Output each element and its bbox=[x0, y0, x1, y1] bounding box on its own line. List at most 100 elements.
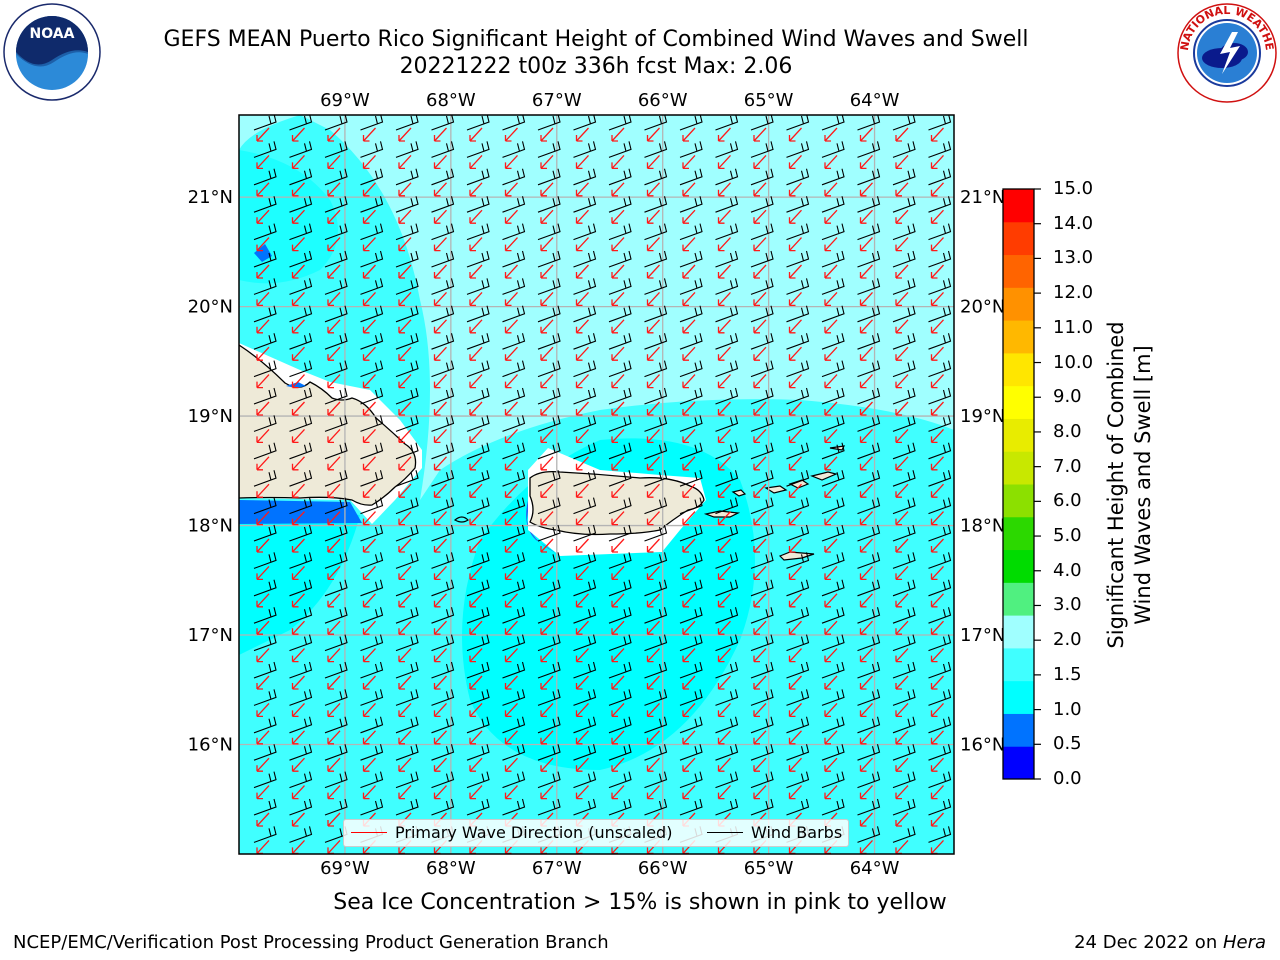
wind-barb bbox=[750, 716, 774, 734]
wind-barb bbox=[750, 168, 774, 186]
wave-arrow bbox=[824, 593, 838, 608]
wave-arrow bbox=[433, 730, 447, 745]
wind-barb bbox=[857, 579, 881, 597]
wave-arrow bbox=[433, 648, 447, 663]
wind-barb bbox=[715, 360, 739, 378]
wind-barb bbox=[395, 744, 419, 761]
wind-barb bbox=[466, 333, 490, 350]
wave-arrow bbox=[362, 757, 376, 772]
wave-arrow bbox=[540, 456, 554, 471]
wave-arrow bbox=[895, 593, 909, 608]
wind-barb bbox=[892, 552, 916, 569]
wind-barb bbox=[324, 360, 348, 378]
wind-barb bbox=[253, 470, 277, 487]
wave-arrow bbox=[682, 648, 696, 663]
wind-barb bbox=[715, 333, 739, 350]
wind-barb bbox=[608, 387, 632, 405]
wave-arrow bbox=[646, 264, 660, 279]
wind-barb bbox=[466, 442, 490, 460]
wind-barb bbox=[750, 305, 774, 323]
wave-arrow bbox=[504, 593, 518, 608]
wind-barb bbox=[573, 689, 597, 706]
wave-arrow bbox=[362, 428, 376, 444]
wave-arrow bbox=[753, 346, 767, 361]
wind-barb bbox=[360, 661, 384, 679]
wave-arrow bbox=[611, 456, 625, 471]
wind-barb bbox=[360, 579, 384, 597]
wave-arrow bbox=[824, 511, 838, 526]
wave-arrow bbox=[469, 428, 483, 444]
wind-barb bbox=[964, 470, 986, 486]
wind-barb bbox=[395, 115, 419, 131]
wave-arrow bbox=[895, 401, 909, 416]
footer-credit: NCEP/EMC/Verification Post Processing Pr… bbox=[13, 932, 609, 953]
wave-arrow bbox=[469, 565, 483, 581]
lon-label-top: 67°W bbox=[532, 90, 582, 111]
wave-arrow bbox=[682, 620, 696, 635]
wind-barb bbox=[324, 415, 348, 432]
wind-barb bbox=[502, 387, 526, 405]
wave-arrow bbox=[398, 346, 412, 361]
wind-barb bbox=[360, 716, 384, 734]
wind-barb bbox=[395, 607, 419, 624]
wind-barb bbox=[502, 141, 526, 158]
wind-barb bbox=[750, 360, 774, 378]
wave-arrow bbox=[291, 702, 305, 718]
wind-barb bbox=[253, 497, 277, 515]
wave-arrow bbox=[895, 346, 909, 361]
wave-arrow bbox=[398, 374, 412, 389]
wind-barb bbox=[360, 278, 384, 295]
wave-arrow bbox=[859, 401, 873, 416]
wind-barb bbox=[289, 333, 313, 350]
wind-barb bbox=[466, 278, 490, 295]
wind-barb bbox=[786, 250, 810, 268]
wave-arrow bbox=[788, 154, 802, 170]
wave-arrow bbox=[717, 346, 731, 361]
wind-barb bbox=[253, 798, 277, 816]
wave-arrow bbox=[256, 264, 270, 279]
wind-barb bbox=[360, 634, 384, 652]
wave-arrow bbox=[682, 346, 696, 361]
wind-barb bbox=[964, 607, 986, 623]
wind-barb bbox=[360, 333, 384, 350]
wave-arrow bbox=[753, 483, 767, 498]
wind-barb bbox=[324, 442, 348, 460]
colorbar-tick-label: 0.0 bbox=[1053, 768, 1082, 789]
wind-barb bbox=[892, 470, 916, 487]
wind-barb bbox=[786, 470, 810, 487]
wind-barb bbox=[431, 579, 455, 597]
wave-arrow bbox=[611, 785, 625, 800]
wave-arrow bbox=[895, 237, 909, 252]
wind-barb bbox=[395, 524, 419, 542]
wind-barb bbox=[821, 689, 845, 706]
wave-arrow bbox=[291, 511, 305, 526]
colorbar-bin bbox=[1003, 680, 1034, 714]
wave-arrow bbox=[753, 374, 767, 389]
wave-arrow bbox=[327, 264, 341, 279]
wind-barb bbox=[821, 278, 845, 295]
wind-barb bbox=[608, 196, 632, 213]
wave-arrow bbox=[967, 429, 979, 442]
wave-arrow bbox=[930, 428, 944, 444]
wave-arrow bbox=[646, 182, 660, 197]
wave-arrow bbox=[859, 757, 873, 772]
wind-barb bbox=[466, 415, 490, 432]
wind-barb bbox=[573, 552, 597, 569]
wind-barb bbox=[502, 115, 526, 131]
lon-label-bottom: 68°W bbox=[426, 858, 476, 879]
wind-barb bbox=[324, 771, 348, 789]
wind-barb bbox=[395, 305, 419, 323]
wind-barb bbox=[821, 524, 845, 542]
wind-barb bbox=[360, 607, 384, 624]
wave-arrow bbox=[753, 401, 767, 416]
wind-barb bbox=[644, 579, 668, 597]
wave-arrow bbox=[646, 702, 660, 718]
wave-arrow bbox=[646, 346, 660, 361]
wave-arrow bbox=[291, 483, 305, 498]
wave-arrow bbox=[967, 786, 979, 799]
wind-barb bbox=[821, 415, 845, 432]
wind-barb bbox=[573, 333, 597, 350]
wind-barb bbox=[289, 524, 313, 542]
wave-arrow bbox=[575, 209, 589, 224]
wind-barb bbox=[537, 333, 561, 350]
